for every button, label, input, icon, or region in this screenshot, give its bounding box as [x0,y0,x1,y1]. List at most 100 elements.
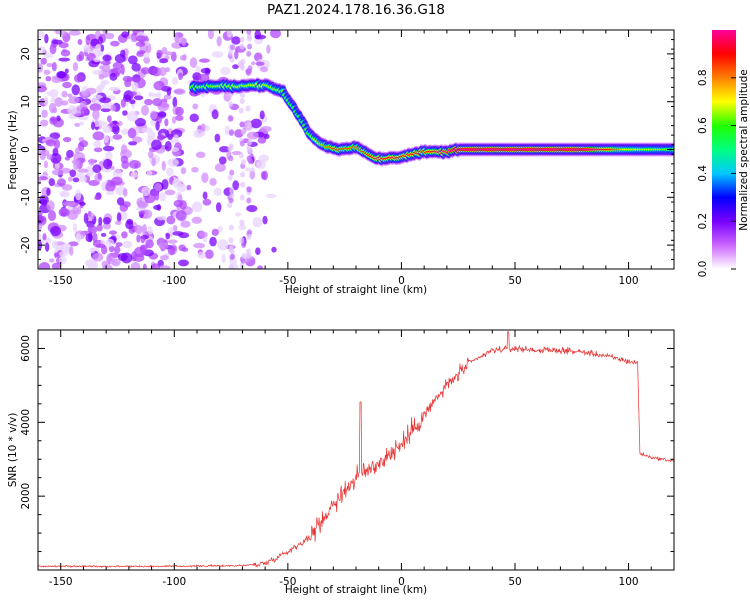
noise-blob [247,43,253,50]
noise-blob [120,64,125,75]
noise-blob [93,140,102,148]
noise-blob [53,252,60,258]
noise-blob [186,184,192,191]
noise-blob [92,232,98,244]
noise-blob [51,39,63,45]
noise-blob [72,222,78,233]
noise-blob [136,234,141,243]
noise-blob [191,166,199,173]
noise-blob [72,177,80,183]
noise-blob [229,192,235,199]
noise-blob [227,202,233,209]
noise-blob [46,63,53,68]
noise-blob [129,99,136,105]
noise-blob [238,224,247,231]
noise-blob [38,31,45,39]
spectrogram-x-axis-label: Height of straight line (km) [285,284,427,296]
noise-blob [176,183,188,193]
noise-blob [240,128,246,135]
noise-blob [49,116,58,125]
snr-plot-area [38,331,674,568]
noise-blob [126,111,139,122]
noise-blob [134,224,143,234]
noise-blob [62,201,75,207]
noise-blob [147,130,156,141]
noise-blob [247,65,253,72]
noise-blob [114,220,122,225]
noise-blob [157,134,165,141]
noise-blob [150,263,161,269]
noise-blob [97,172,102,180]
noise-blob [131,82,139,92]
noise-blob [209,178,217,186]
noise-blob [121,31,130,38]
noise-blob [96,223,103,232]
noise-blob [181,247,189,252]
y-tick-label: -10 [20,189,32,206]
noise-blob [41,149,50,157]
noise-blob [90,121,96,131]
noise-blob [132,253,145,262]
noise-blob [142,263,147,269]
noise-blob [85,165,94,177]
noise-blob [83,212,89,224]
noise-blob [94,195,100,200]
noise-blob [39,119,49,127]
noise-blob [238,152,244,159]
noise-blob [43,160,48,169]
noise-blob [38,215,47,222]
noise-blob [38,262,51,269]
noise-blob [246,131,259,140]
noise-blob [228,155,234,162]
colorbar-ticks: 0.0 0.2 0.4 0.6 0.8 [697,69,736,277]
noise-blob [51,169,64,176]
noise-blob [148,150,154,159]
noise-blob [114,53,126,63]
noise-blob [43,69,51,75]
noise-blob [173,134,179,141]
noise-blob [89,247,96,254]
noise-blob [228,130,234,137]
noise-blob [175,106,184,116]
noise-blob [120,144,128,155]
noise-blob [87,225,98,234]
noise-blob [193,129,204,139]
noise-blob [255,61,265,66]
noise-blob [220,66,231,76]
noise-blob [120,98,126,108]
noise-blob [142,249,154,257]
noise-blob [213,187,222,196]
noise-blob [38,208,43,217]
noise-blob [159,58,169,64]
noise-blob [140,235,146,244]
x-tick-label: -100 [162,576,186,588]
noise-blob [262,215,268,225]
spectrogram-plot-area [38,30,674,269]
noise-blob [211,109,219,120]
noise-blob [102,222,111,230]
noise-blob [156,49,163,58]
noise-blob [165,232,171,240]
noise-blob [103,158,113,170]
noise-blob [130,35,138,43]
noise-blob [132,136,143,143]
noise-blob [39,237,52,244]
noise-blob [113,245,121,254]
noise-blob [142,224,147,235]
noise-blob [51,240,59,249]
noise-blob [171,147,180,152]
colorbar-tick-label: 0.4 [697,165,709,182]
noise-blob [102,125,112,134]
noise-blob [151,190,159,196]
noise-blob [202,191,208,200]
noise-blob [104,32,115,40]
noise-blob [250,118,262,129]
noise-blob [105,181,116,193]
noise-blob [230,44,236,51]
noise-blob [241,159,247,166]
x-tick-label: 0 [398,275,405,287]
noise-blob [130,261,141,269]
noise-blob [122,188,128,197]
noise-blob [49,89,59,99]
noise-blob [239,97,245,104]
